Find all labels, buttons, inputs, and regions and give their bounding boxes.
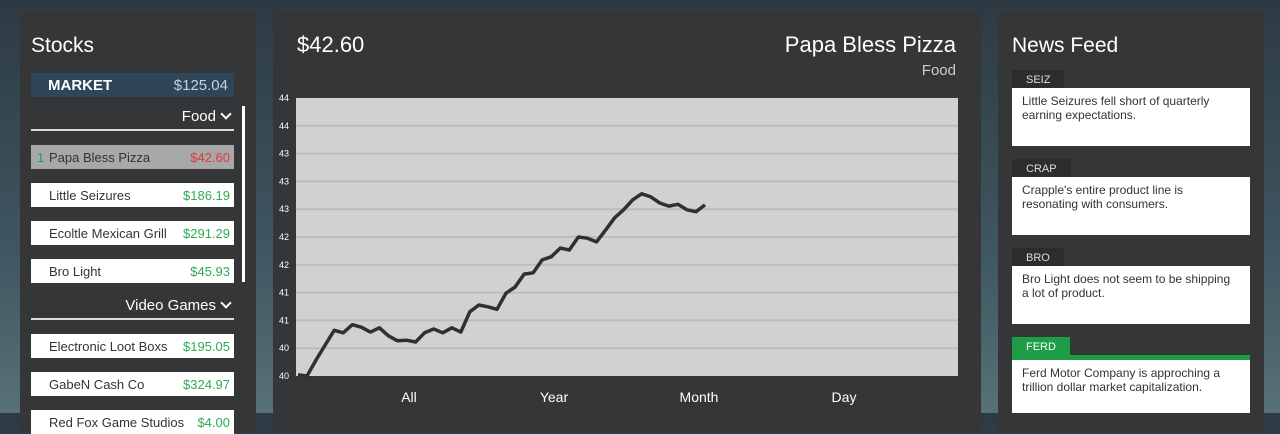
- x-tick-label-month[interactable]: Month: [680, 389, 719, 405]
- stock-name: Ecoltle Mexican Grill: [49, 226, 183, 241]
- news-title: News Feed: [1012, 34, 1118, 58]
- stock-rank: 1: [37, 150, 49, 165]
- market-value: $125.04: [174, 77, 228, 94]
- stock-price: $42.60: [190, 150, 230, 165]
- category-label: Video Games: [125, 297, 216, 314]
- price-chart: 40 40 41 41 42 42 43 43 43 44 44 All Year Month Day: [273, 92, 981, 422]
- stock-name: Bro Light: [49, 264, 190, 279]
- stock-price: $324.97: [183, 377, 230, 392]
- stock-price: $195.05: [183, 339, 230, 354]
- y-tick-label: 42: [279, 260, 289, 270]
- chevron-down-icon: [220, 297, 231, 308]
- news-tag: SEIZ: [1012, 70, 1064, 88]
- stock-name: Little Seizures: [49, 188, 183, 203]
- news-text: Ferd Motor Company is approching a trill…: [1012, 355, 1250, 413]
- stock-row[interactable]: Red Fox Game Studios$4.00: [31, 410, 234, 434]
- y-tick-label: 41: [279, 315, 289, 325]
- x-tick-label-all[interactable]: All: [401, 389, 417, 405]
- news-tag: FERD: [1012, 337, 1070, 355]
- news-tag: CRAP: [1012, 159, 1071, 177]
- news-text: Bro Light does not seem to be shipping a…: [1012, 266, 1250, 324]
- market-row[interactable]: MARKET $125.04: [31, 73, 234, 97]
- y-tick-label: 44: [279, 121, 289, 131]
- stock-price: $4.00: [197, 415, 230, 430]
- y-tick-label: 40: [279, 343, 289, 353]
- y-tick-label: 44: [279, 93, 289, 103]
- y-tick-label: 42: [279, 232, 289, 242]
- market-label: MARKET: [48, 77, 112, 94]
- news-text: Crapple's entire product line is resonat…: [1012, 177, 1250, 235]
- stock-row[interactable]: Ecoltle Mexican Grill$291.29: [31, 221, 234, 245]
- stock-name: Papa Bless Pizza: [49, 150, 190, 165]
- company-name: Papa Bless Pizza: [785, 32, 956, 58]
- stock-price: $45.93: [190, 264, 230, 279]
- y-tick-label: 41: [279, 288, 289, 298]
- y-tick-label: 43: [279, 149, 289, 159]
- stock-row[interactable]: GabeN Cash Co$324.97: [31, 372, 234, 396]
- stock-name: Red Fox Game Studios: [49, 415, 197, 430]
- y-tick-label: 43: [279, 204, 289, 214]
- stock-row[interactable]: Little Seizures$186.19: [31, 183, 234, 207]
- category-header-food[interactable]: Food: [31, 108, 234, 131]
- stock-name: GabeN Cash Co: [49, 377, 183, 392]
- stock-price: $186.19: [183, 188, 230, 203]
- stock-row[interactable]: Electronic Loot Boxs$195.05: [31, 334, 234, 358]
- current-price: $42.60: [297, 32, 364, 58]
- stocks-title: Stocks: [31, 34, 94, 58]
- scrollbar[interactable]: [242, 106, 245, 282]
- stock-name: Electronic Loot Boxs: [49, 339, 183, 354]
- stock-row[interactable]: Bro Light$45.93: [31, 259, 234, 283]
- stock-price: $291.29: [183, 226, 230, 241]
- news-tag: BRO: [1012, 248, 1064, 266]
- x-tick-label-year[interactable]: Year: [540, 389, 569, 405]
- category-header-video-games[interactable]: Video Games: [31, 297, 234, 320]
- news-text: Little Seizures fell short of quarterly …: [1012, 88, 1250, 146]
- y-tick-label: 43: [279, 176, 289, 186]
- category-label: Food: [182, 108, 216, 125]
- company-sector: Food: [922, 62, 956, 79]
- chevron-down-icon: [220, 108, 231, 119]
- x-tick-label-day[interactable]: Day: [832, 389, 857, 405]
- y-tick-label: 40: [279, 371, 289, 381]
